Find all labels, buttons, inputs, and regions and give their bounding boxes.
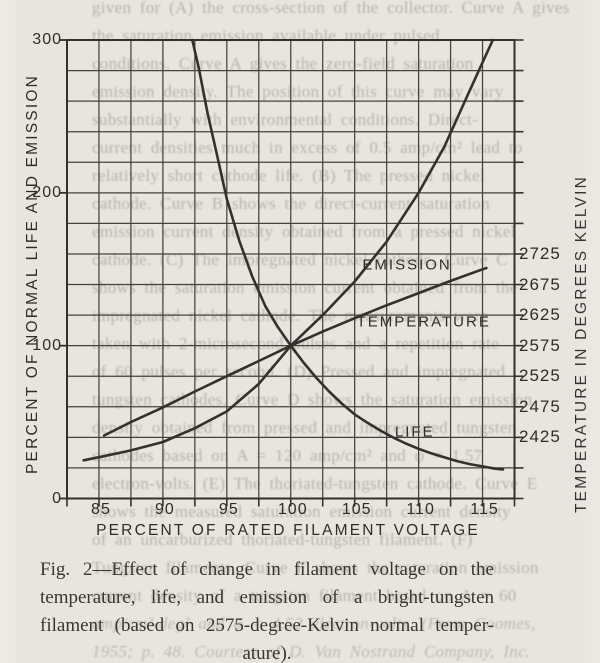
x-tick-label: 110: [406, 501, 435, 518]
y-left-tick-label: 100: [32, 336, 62, 354]
y-right-tick-label: 2425: [519, 427, 561, 447]
bleed-through-line: 1955; p. 48. Courtesy of D. Van Nostrand…: [92, 642, 531, 661]
bleed-through-line: Tungsten filaments. Curve F shows the sa…: [92, 558, 539, 577]
figure-caption-line: ature).: [242, 643, 292, 663]
y-left-tick-label: 0: [52, 489, 62, 507]
bleed-through-line: of an uncarburized thoriated-tungsten fi…: [92, 530, 473, 549]
y-right-tick-label: 2625: [519, 305, 561, 325]
bleed-through-line: conditions. Curve A gives the zero-field…: [92, 54, 474, 73]
figure-caption-line: temperature, life, and emission of a bri…: [40, 587, 494, 608]
bleed-through-line: amp/cm²-deg² and φ = 4.52 electron-volts…: [92, 614, 536, 633]
figure-caption-line: filament (based on 2575-degree-Kelvin no…: [40, 615, 494, 636]
y-axis-left-title: PERCENT OF NORMAL LIFE AND EMISSION: [24, 74, 41, 474]
bleed-through-line: cathode. (C) The impregnated nickel cath…: [92, 250, 508, 269]
bleed-through-line: current densities much in excess of 0.5 …: [92, 138, 523, 157]
bleed-through-line: shows the saturation emission current ob…: [92, 278, 518, 297]
bleed-through-line: electron-volts. (E) The thoriated-tungst…: [92, 474, 538, 493]
curve-temperature: [102, 266, 488, 437]
curve-life: [191, 38, 505, 471]
bleed-through-line: tungsten cathodes. Curve D shows the sat…: [92, 390, 533, 409]
curve-label-emission: EMISSION: [362, 256, 452, 274]
bleed-through-line: given for (A) the cross-section of the c…: [92, 0, 570, 17]
y-right-tick-label: 2575: [519, 335, 561, 355]
y-right-tick-label: 2525: [519, 366, 561, 386]
y-right-tick-label: 2725: [519, 243, 561, 263]
x-tick-label: 100: [277, 501, 308, 518]
y-axis-right-title: TEMPERATURE IN DEGREES KELVIN: [573, 175, 590, 513]
bleed-through-line: current density of a tungsten filament b…: [92, 586, 517, 605]
plot-border: [66, 39, 516, 500]
x-tick-label: 105: [341, 501, 372, 518]
y-right-tick-label: 2675: [519, 274, 561, 294]
x-tick-label: 90: [154, 501, 175, 518]
bleed-through-line: cathodes based on A = 120 amp/cm² and φ …: [92, 446, 483, 465]
y-right-tick-label: 2475: [519, 396, 561, 416]
figure-caption-line: Fig. 2—Effect of change in filament volt…: [40, 559, 494, 580]
bleed-through-line: emission current density obtained from a…: [92, 222, 516, 241]
x-tick-label: 85: [91, 501, 111, 518]
y-left-tick-label: 200: [32, 183, 62, 201]
x-axis-title: PERCENT OF RATED FILAMENT VOLTAGE: [96, 522, 480, 539]
bleed-through-line: density obtained from pressed and impreg…: [92, 418, 517, 437]
curve-label-life: LIFE: [394, 423, 435, 441]
x-tick-label: 95: [218, 501, 239, 518]
x-tick-label: 115: [470, 501, 499, 518]
bleed-through-line: substantially with environmental conditi…: [92, 110, 479, 129]
bleed-through-line: shows the measured saturation emission c…: [92, 502, 511, 521]
y-left-tick-label: 300: [32, 31, 62, 48]
curve-label-temperature: TEMPERATURE: [356, 313, 491, 331]
